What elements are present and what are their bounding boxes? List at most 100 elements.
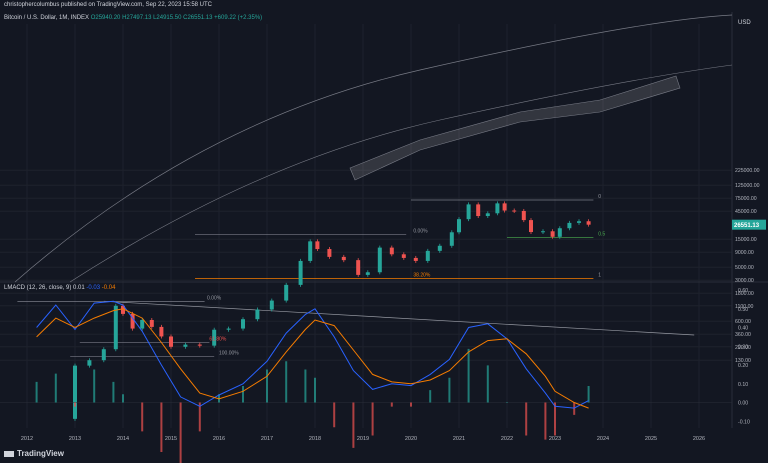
price-tick: 5000.00 (735, 265, 754, 271)
fib-label: 100.00% (219, 351, 239, 357)
histogram-bar (410, 402, 412, 407)
price-tick: 125000.00 (735, 183, 760, 189)
tradingview-logo[interactable]: TradingView (4, 449, 64, 458)
histogram-bar (554, 402, 556, 436)
candle-body (356, 260, 361, 275)
histogram-bar (506, 402, 508, 403)
year-tick: 2026 (693, 436, 705, 442)
time-axis: 2012 2013 2014 2015 2016 2017 2018 2019 2020 2021… (21, 436, 705, 442)
price-tick: 360.00 (735, 332, 751, 338)
histogram-bar (35, 381, 38, 403)
candle-body (466, 204, 471, 220)
fib-label: 61.80% (209, 337, 227, 343)
candle-body (212, 329, 217, 346)
fib-label: 0.00% (207, 296, 222, 302)
candle-body (130, 313, 135, 329)
candle-body (437, 245, 442, 251)
histogram-bar (285, 361, 288, 403)
candle-body (327, 249, 332, 257)
macd-tick: 0.50 (738, 307, 748, 313)
histogram-bar (371, 402, 374, 436)
year-tick: 2018 (309, 436, 321, 442)
candle-body (476, 204, 481, 217)
candle-body (197, 344, 202, 346)
histogram-bar (486, 365, 489, 403)
histogram-bar (266, 369, 268, 403)
histogram-bar (160, 402, 163, 452)
candle-body (377, 247, 382, 273)
candle-body (529, 220, 533, 233)
candle-body (269, 300, 274, 310)
grid (0, 12, 768, 428)
price-axis: USD 225000.00 125000.00 75000.00 45000.00 150… (732, 20, 766, 364)
histogram-bar (141, 402, 144, 432)
candle-body (241, 319, 245, 329)
ohlc-values: O25940.20 H27497.13 L24915.50 C26551.13 … (90, 15, 263, 21)
macd-trendline (103, 300, 695, 336)
histogram-bar (352, 402, 355, 448)
fib-labels: 0 0.00% 0.5 38.20% 1 0.00% 61.80% 100.00% (207, 194, 605, 357)
last-price-label: 26551.13 (734, 223, 760, 229)
year-tick: 2017 (261, 436, 273, 442)
histogram-bar (122, 394, 124, 403)
candle-body (87, 360, 92, 366)
candle-body (557, 228, 562, 237)
year-tick: 2016 (213, 436, 225, 442)
candle-body (121, 305, 125, 314)
macd-value: 0.01 (73, 285, 85, 291)
fib-label: 1 (598, 273, 601, 279)
candle-body (341, 256, 346, 261)
candle-body (149, 319, 154, 327)
candle-body (502, 203, 507, 211)
macd-tick: 0.30 (738, 344, 748, 350)
candle-body (169, 336, 173, 347)
candle-body (550, 231, 555, 237)
macd-tick: 0.20 (738, 363, 748, 369)
macd-line (36, 300, 589, 409)
macd-tick: -0.10 (738, 419, 750, 425)
candle-body (73, 365, 77, 419)
price-tick: 600.00 (735, 319, 751, 325)
histogram-bar (587, 386, 590, 403)
macd-value-2: -0.03 (86, 285, 101, 291)
price-tick: 130.00 (735, 358, 751, 364)
price-tick: 9000.00 (735, 250, 754, 256)
price-tick: 1100.00 (735, 304, 753, 310)
candle-body (284, 284, 289, 301)
year-tick: 2012 (21, 436, 33, 442)
candle-body (457, 219, 461, 233)
macd-pane: 0.60 0.50 0.40 0.30 0.20 0.10 0.00 -0.10 (0, 288, 750, 463)
publisher-note: christophercolumbus published on Trading… (4, 2, 213, 8)
candle-body (140, 319, 145, 329)
candle-body (521, 210, 526, 221)
candle-body (315, 241, 320, 250)
price-tick: 1800.00 (735, 291, 754, 297)
histogram-bar (179, 402, 182, 463)
year-tick: 2021 (453, 436, 465, 442)
histogram-bar (304, 369, 307, 403)
macd-tick: 0.40 (738, 326, 748, 332)
signal-line (36, 308, 589, 409)
candle-body (401, 254, 406, 258)
histogram-bar (112, 381, 115, 403)
inner-arc (69, 64, 733, 283)
year-tick: 2019 (357, 436, 369, 442)
candle-body (298, 260, 303, 285)
last-price-tag (732, 219, 766, 230)
year-tick: 2024 (597, 436, 609, 442)
macd-header[interactable]: LMACD (12, 26, close, 9) 0.01 -0.03 -0.0… (4, 285, 115, 291)
histogram-bar (198, 402, 201, 432)
fib-label: 38.20% (413, 273, 431, 279)
candle-body (101, 349, 106, 361)
fib-lines (17, 199, 594, 357)
brand-label: TradingView (17, 449, 64, 458)
macd-value-3: -0.04 (101, 285, 116, 291)
price-channel (349, 75, 681, 181)
symbol-header[interactable]: Bitcoin / U.S. Dollar, 1M, INDEX O25940.… (4, 15, 262, 21)
candle-body (541, 231, 545, 233)
macd-tick: 0.60 (738, 288, 748, 294)
candle-body (577, 221, 581, 223)
outer-arc (14, 14, 733, 283)
candlesticks (73, 201, 591, 421)
